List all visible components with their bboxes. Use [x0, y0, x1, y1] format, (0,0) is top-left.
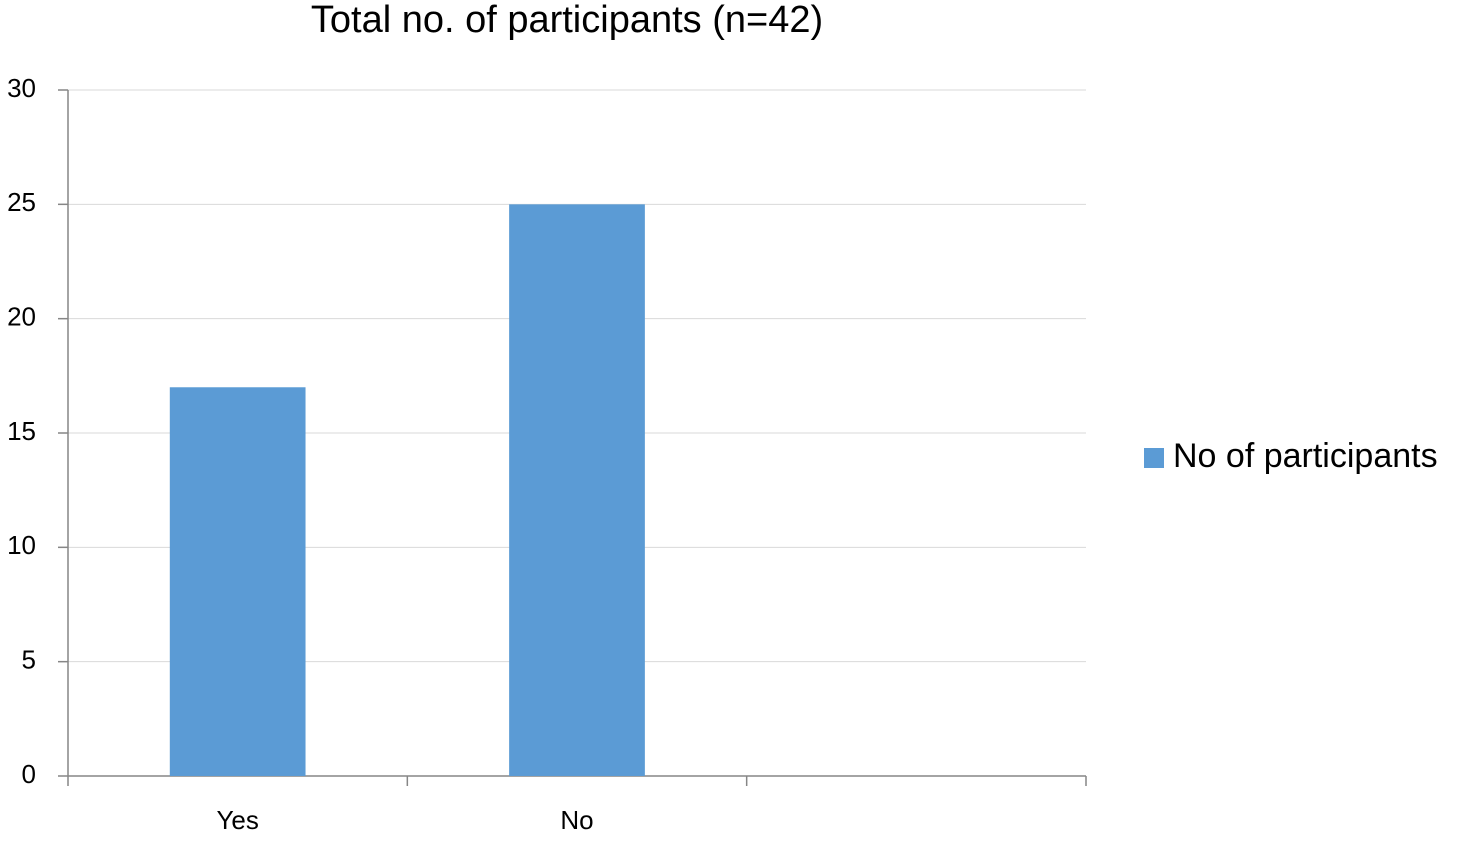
legend-swatch — [1144, 448, 1164, 468]
y-tick-label: 30 — [7, 73, 36, 103]
y-tick-label: 10 — [7, 530, 36, 560]
y-tick-label: 0 — [22, 759, 36, 789]
bar — [509, 204, 645, 777]
legend-label: No of participants — [1173, 437, 1438, 475]
y-tick-label: 15 — [7, 416, 36, 446]
chart-title: Total no. of participants (n=42) — [311, 0, 823, 41]
x-tick-label: Yes — [216, 805, 258, 835]
y-tick-label: 25 — [7, 187, 36, 217]
x-tick-label: No — [560, 805, 593, 835]
y-tick-label: 20 — [7, 302, 36, 332]
bar — [169, 387, 306, 776]
y-tick-label: 5 — [22, 645, 36, 675]
